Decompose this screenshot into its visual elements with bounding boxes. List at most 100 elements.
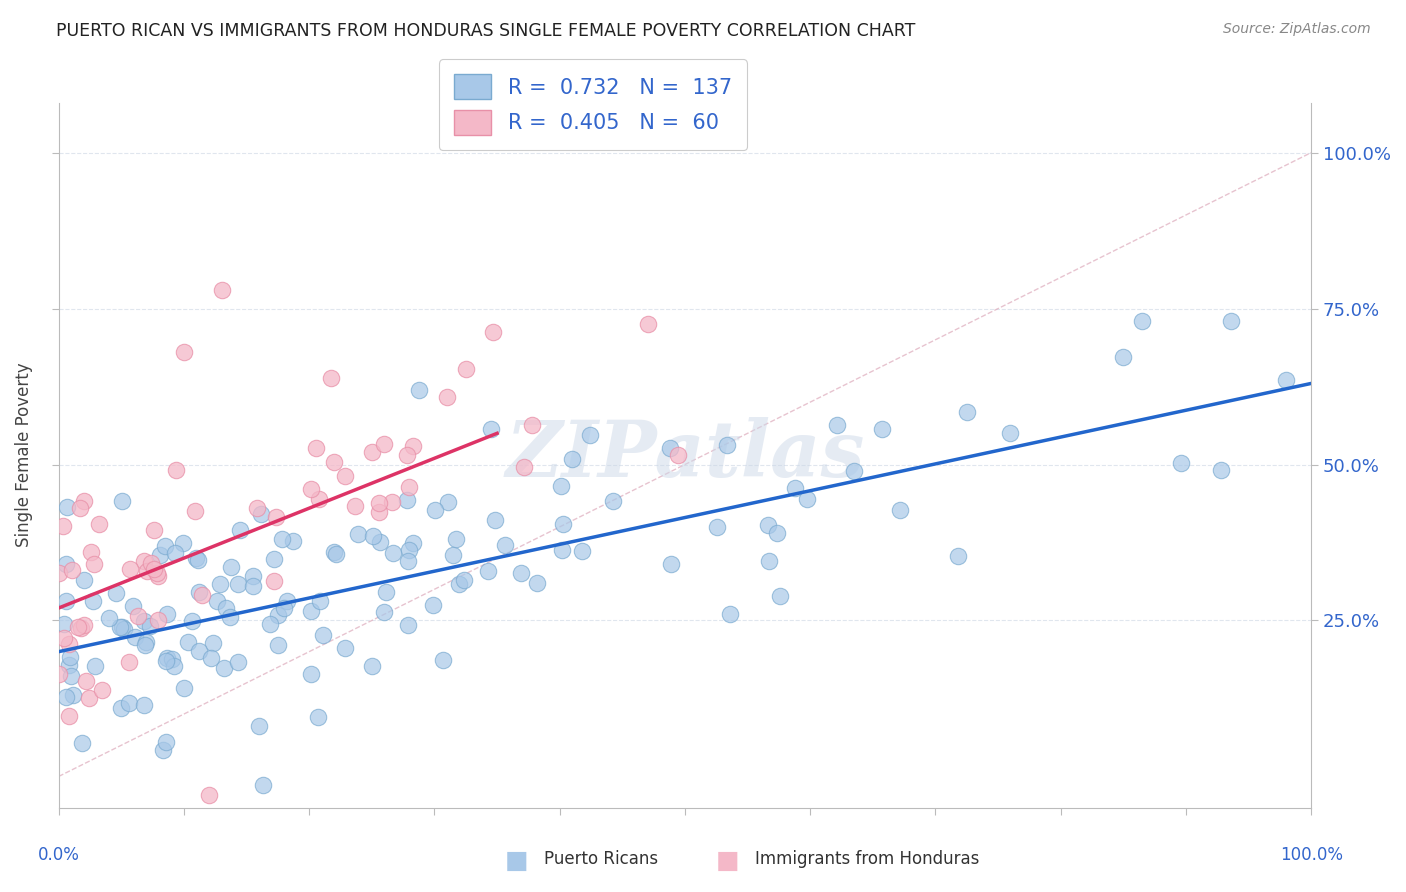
Point bbox=[453, 573, 475, 587]
Point bbox=[447, 577, 470, 591]
Point bbox=[211, 283, 233, 297]
Point bbox=[870, 422, 893, 436]
Point bbox=[266, 509, 288, 524]
Text: 0.0%: 0.0% bbox=[38, 846, 80, 863]
Point bbox=[479, 422, 502, 436]
Point bbox=[706, 520, 728, 534]
Point bbox=[281, 534, 304, 549]
Point bbox=[48, 666, 70, 681]
Point bbox=[259, 616, 281, 631]
Point bbox=[308, 492, 330, 507]
Point bbox=[173, 681, 195, 695]
Point bbox=[482, 325, 505, 339]
Point bbox=[494, 538, 516, 552]
Point bbox=[190, 588, 212, 602]
Point bbox=[374, 585, 396, 599]
Point bbox=[368, 505, 391, 519]
Point bbox=[659, 441, 682, 455]
Point bbox=[60, 669, 83, 683]
Point bbox=[160, 652, 183, 666]
Point bbox=[91, 682, 114, 697]
Point bbox=[398, 480, 420, 494]
Point bbox=[69, 501, 91, 516]
Point bbox=[148, 613, 170, 627]
Point bbox=[267, 608, 290, 623]
Point bbox=[187, 553, 209, 567]
Point bbox=[58, 657, 80, 672]
Point bbox=[52, 631, 75, 645]
Point bbox=[188, 644, 211, 658]
Point bbox=[55, 557, 77, 571]
Point bbox=[127, 608, 149, 623]
Point bbox=[666, 448, 689, 462]
Point bbox=[346, 527, 368, 541]
Point bbox=[73, 493, 96, 508]
Point bbox=[228, 523, 250, 537]
Point bbox=[83, 659, 105, 673]
Point bbox=[436, 494, 458, 508]
Point bbox=[304, 441, 326, 455]
Point bbox=[112, 622, 135, 636]
Point bbox=[173, 345, 195, 359]
Point bbox=[198, 788, 221, 802]
Point bbox=[323, 544, 346, 558]
Point bbox=[441, 548, 464, 562]
Point bbox=[423, 503, 446, 517]
Text: ■: ■ bbox=[505, 849, 529, 873]
Point bbox=[155, 734, 177, 748]
Point bbox=[402, 439, 425, 453]
Point bbox=[889, 503, 911, 517]
Point bbox=[513, 459, 536, 474]
Point bbox=[226, 577, 249, 591]
Point bbox=[844, 464, 866, 478]
Point bbox=[66, 620, 89, 634]
Point bbox=[273, 601, 295, 615]
Point bbox=[477, 564, 499, 578]
Text: Puerto Ricans: Puerto Ricans bbox=[544, 850, 658, 868]
Point bbox=[163, 659, 186, 673]
Point bbox=[200, 650, 222, 665]
Point bbox=[758, 554, 780, 568]
Point bbox=[214, 661, 236, 675]
Text: PUERTO RICAN VS IMMIGRANTS FROM HONDURAS SINGLE FEMALE POVERTY CORRELATION CHART: PUERTO RICAN VS IMMIGRANTS FROM HONDURAS… bbox=[56, 22, 915, 40]
Point bbox=[361, 659, 384, 673]
Point bbox=[561, 451, 583, 466]
Point bbox=[484, 514, 506, 528]
Point bbox=[58, 637, 80, 651]
Point bbox=[111, 620, 134, 634]
Point bbox=[246, 500, 269, 515]
Point bbox=[551, 516, 574, 531]
Point bbox=[323, 455, 346, 469]
Point bbox=[98, 611, 121, 625]
Point bbox=[321, 370, 343, 384]
Point bbox=[309, 594, 332, 608]
Point bbox=[62, 688, 84, 702]
Point bbox=[152, 743, 174, 757]
Point bbox=[75, 673, 97, 688]
Point bbox=[1170, 456, 1192, 470]
Point bbox=[263, 574, 285, 588]
Point bbox=[946, 549, 969, 563]
Point bbox=[267, 638, 290, 652]
Point bbox=[118, 655, 141, 669]
Point bbox=[55, 690, 77, 704]
Point bbox=[60, 563, 83, 577]
Point bbox=[242, 579, 264, 593]
Point bbox=[444, 532, 467, 546]
Point bbox=[361, 445, 384, 459]
Point bbox=[136, 564, 159, 578]
Text: ■: ■ bbox=[716, 849, 740, 873]
Point bbox=[201, 636, 224, 650]
Point bbox=[956, 404, 979, 418]
Point bbox=[149, 548, 172, 562]
Point bbox=[249, 507, 271, 521]
Point bbox=[104, 586, 127, 600]
Point bbox=[73, 617, 96, 632]
Point bbox=[153, 540, 176, 554]
Text: Immigrants from Honduras: Immigrants from Honduras bbox=[755, 850, 980, 868]
Point bbox=[242, 569, 264, 583]
Point bbox=[56, 500, 79, 515]
Point bbox=[156, 607, 179, 622]
Point bbox=[299, 667, 322, 681]
Point bbox=[165, 546, 187, 560]
